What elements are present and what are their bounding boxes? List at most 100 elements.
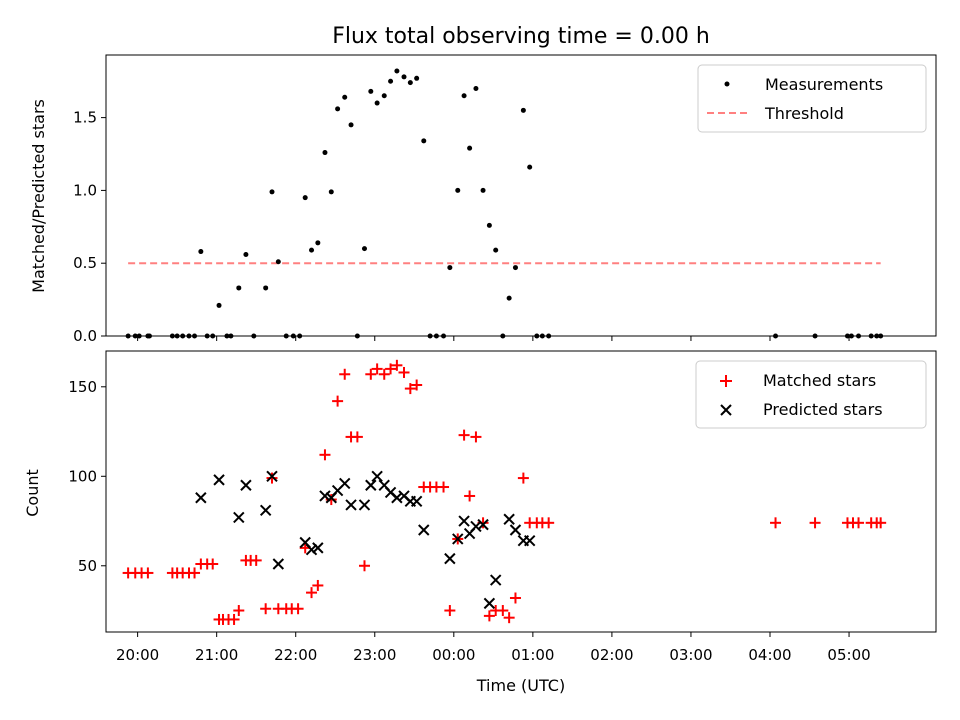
matched-star-point [292, 603, 304, 615]
measurement-point [342, 94, 348, 100]
top-y-axis-label: Matched/Predicted stars [29, 99, 48, 293]
matched-star-point [351, 431, 363, 443]
predicted-star-point [259, 504, 272, 517]
bottom-y-tick-label: 100 [68, 467, 97, 485]
matched-star-point [228, 613, 240, 625]
legend-threshold-label: Threshold [764, 104, 844, 123]
predicted-star-point [195, 492, 207, 504]
measurement-point [480, 187, 486, 193]
matched-star-point [853, 517, 865, 529]
legend-matched-label: Matched stars [763, 371, 876, 390]
measurement-point [388, 78, 394, 84]
matched-star-point [483, 610, 495, 622]
legend-measurements-label: Measurements [765, 75, 883, 94]
measurement-point [374, 100, 380, 106]
matched-star-point [142, 567, 154, 579]
measurement-point [520, 107, 526, 113]
predicted-star-point [345, 499, 357, 511]
matched-star-point [189, 567, 201, 579]
top-y-tick-label: 0.0 [73, 327, 97, 345]
measurement-point [493, 247, 499, 253]
measurement-point [361, 246, 367, 252]
matched-star-point [358, 560, 370, 572]
matched-star-point [875, 517, 887, 529]
predicted-star-point [523, 535, 536, 547]
bottom-x-axis: 20:00 21:00 22:00 23:00 00:00 01:00 02:00 03:00… [116, 632, 871, 664]
matched-star-point [497, 605, 509, 617]
measurement-point [263, 285, 269, 291]
x-tick-label: 05:00 [827, 646, 870, 664]
x-axis-label: Time (UTC) [476, 676, 565, 695]
measurement-point [461, 93, 467, 99]
matched-star-point [306, 587, 318, 599]
measurement-point [275, 259, 281, 265]
measurement-point [486, 222, 492, 228]
measurement-point [414, 75, 420, 81]
measurement-point [335, 106, 341, 112]
legend-matched-swatch [720, 375, 732, 387]
x-tick-label: 02:00 [590, 646, 633, 664]
predicted-star-point [240, 479, 252, 491]
predicted-star-point [339, 477, 351, 490]
measurement-point [302, 195, 308, 201]
top-y-tick-label: 1.5 [73, 109, 97, 127]
x-tick-label: 00:00 [432, 646, 475, 664]
predicted-star-point [444, 552, 456, 565]
measurement-point [198, 249, 204, 255]
bottom-y-axis-label: Count [23, 469, 42, 517]
matched-star-point [770, 517, 782, 529]
legend-measurements-swatch [724, 81, 730, 87]
measurement-point [216, 302, 222, 308]
matched-star-point [378, 368, 390, 380]
x-tick-label: 20:00 [116, 646, 159, 664]
top-legend-box [697, 64, 927, 133]
predicted-star-point [358, 499, 371, 511]
top-x-axis [137, 336, 850, 341]
matched-star-point [543, 517, 555, 529]
top-axes-frame [105, 54, 937, 337]
x-tick-label: 23:00 [353, 646, 396, 664]
predicted-star-point [477, 518, 489, 531]
bottom-axes-frame [105, 350, 937, 633]
bottom-y-axis: 50 100 150 [68, 378, 106, 575]
bottom-legend: Matched stars Predicted stars [695, 360, 927, 429]
measurement-point [512, 265, 518, 271]
matched-star-point [809, 517, 821, 529]
x-tick-label: 04:00 [748, 646, 791, 664]
predicted-star-point [509, 524, 522, 536]
predicted-star-point [410, 495, 423, 508]
matched-star-point [470, 431, 482, 443]
predicted-star-point [233, 511, 245, 524]
chart-title: Flux total observing time = 0.00 h [332, 24, 710, 49]
measurement-point [421, 138, 427, 144]
matched-star-point [503, 612, 515, 624]
measurement-point [243, 251, 249, 257]
predicted-star-point [503, 513, 515, 525]
measurement-point [348, 122, 354, 128]
matched-star-point [438, 481, 450, 493]
matched-star-point [398, 366, 410, 378]
matched-star-point [458, 429, 470, 441]
predicted-star-point [489, 574, 502, 586]
matched-star-point [444, 605, 456, 617]
matched-star-point [233, 605, 245, 617]
predicted-star-point [483, 597, 496, 610]
predicted-star-point [305, 543, 318, 556]
top-y-tick-label: 1.0 [73, 181, 97, 199]
predicted-star-point [319, 490, 331, 502]
matched-star-point [404, 383, 416, 395]
matched-star-point [339, 368, 351, 380]
matched-star-point [411, 379, 423, 391]
measurement-point [322, 150, 328, 156]
bottom-legend-box [695, 360, 927, 429]
bottom-y-tick-label: 150 [68, 378, 97, 396]
matched-star-point [365, 368, 377, 380]
matched-star-point [319, 449, 331, 461]
top-legend: Measurements Threshold [697, 64, 927, 133]
measurement-point [381, 93, 387, 99]
measurement-point [467, 145, 473, 151]
top-panel: 0.0 0.5 1.0 1.5 Matched/Predicted stars Mea… [29, 54, 937, 345]
matched-star-point [385, 363, 397, 375]
predicted-star-point [458, 515, 470, 527]
measurement-point [394, 68, 400, 74]
